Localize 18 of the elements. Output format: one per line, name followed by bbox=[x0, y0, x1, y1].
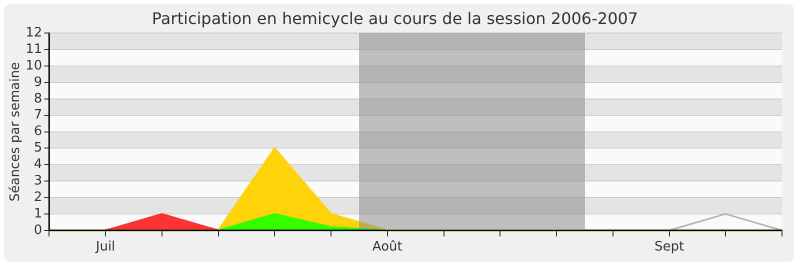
y-tick-label: 1 bbox=[34, 206, 42, 222]
y-tick-label: 11 bbox=[26, 42, 42, 58]
x-tick-label: Août bbox=[372, 240, 402, 255]
y-tick-label: 5 bbox=[34, 140, 42, 156]
y-tick-label: 0 bbox=[34, 222, 42, 238]
y-tick-label: 8 bbox=[34, 91, 42, 106]
y-tick-label: 6 bbox=[34, 124, 42, 140]
y-axis-title: Séances par semaine bbox=[8, 62, 24, 202]
y-tick-label: 4 bbox=[34, 157, 42, 172]
y-tick-label: 9 bbox=[34, 74, 42, 90]
chart-title: Participation en hemicycle au cours de la session 2006-2007 bbox=[152, 8, 638, 28]
y-tick-label: 10 bbox=[26, 58, 42, 74]
y-tick-label: 2 bbox=[34, 190, 42, 205]
x-tick-label: Sept bbox=[654, 240, 684, 255]
y-tick-label: 7 bbox=[34, 108, 42, 123]
x-tick-label: Juil bbox=[94, 240, 116, 255]
y-tick-label: 12 bbox=[26, 26, 42, 41]
y-tick-label: 3 bbox=[34, 173, 42, 188]
